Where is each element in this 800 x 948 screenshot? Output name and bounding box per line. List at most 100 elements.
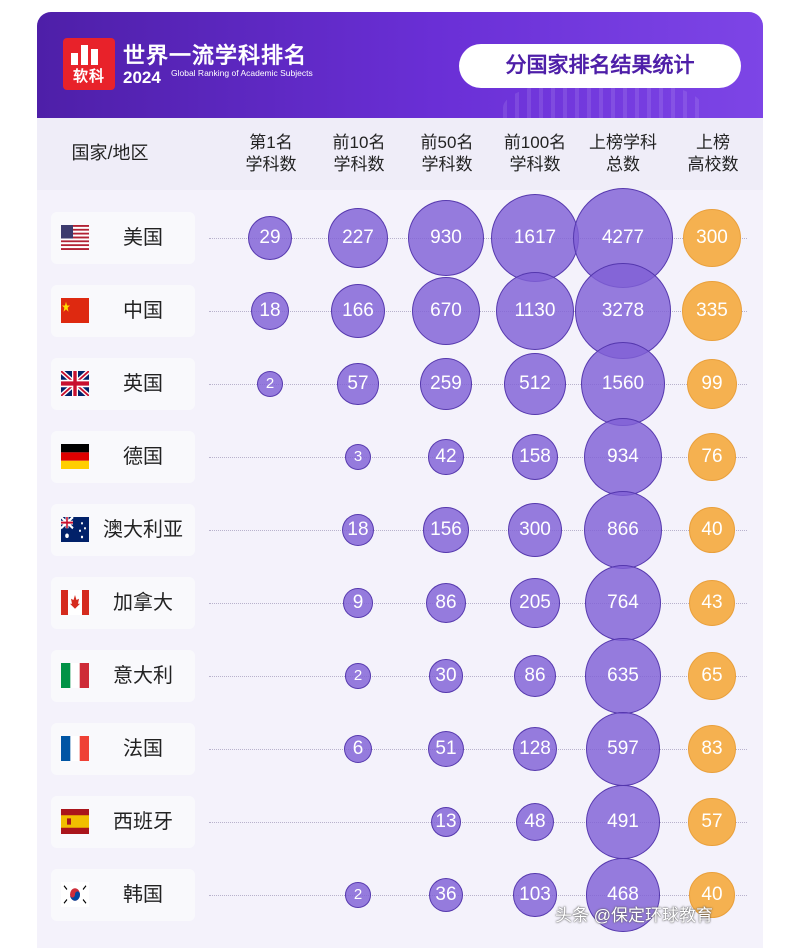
- data-bubble: 866: [584, 491, 662, 569]
- country-name: 意大利: [113, 665, 173, 687]
- data-bubble: 2: [345, 663, 371, 689]
- flag-it-icon: [61, 663, 89, 688]
- data-label: 3: [353, 448, 363, 466]
- flag-de-icon: [61, 444, 89, 469]
- title-cn: 世界一流学科排名: [123, 43, 308, 68]
- data-bubble: 18: [250, 291, 290, 331]
- data-label: 166: [342, 299, 374, 321]
- data-label: 934: [607, 445, 639, 467]
- flag-au-icon: [61, 517, 89, 542]
- row-label-7: 法国: [51, 723, 195, 775]
- data-bubble: 300: [682, 208, 742, 268]
- data-label: 670: [430, 299, 462, 321]
- data-bubble: 48: [515, 802, 555, 842]
- column-header-top10-line2: 学科数: [333, 155, 385, 174]
- data-label: 491: [607, 810, 639, 832]
- data-bubble: 1130: [495, 271, 575, 351]
- data-label: 4277: [601, 227, 645, 248]
- data-label: 2: [265, 375, 275, 393]
- data-bubble: 86: [514, 655, 556, 697]
- data-label: 42: [435, 445, 457, 467]
- banner: 软科 世界一流学科排名 2024 Global Ranking of Acade…: [37, 12, 763, 118]
- data-bubble: 205: [510, 578, 560, 628]
- data-label: 300: [696, 226, 728, 248]
- column-header-country: 国家/地区: [71, 143, 149, 163]
- logo-bars-icon: [71, 45, 107, 65]
- data-bubble: 9: [343, 588, 373, 618]
- row-guide-line: [209, 384, 747, 385]
- data-label: 30: [435, 664, 457, 686]
- data-label: 86: [524, 664, 546, 686]
- data-label: 335: [696, 300, 728, 321]
- row-label-0: 美国: [51, 212, 195, 264]
- column-header-top10: 前10名 学科数: [319, 132, 399, 176]
- row-guide-line: [209, 530, 747, 531]
- row-guide-line: [209, 822, 747, 823]
- badge-title: 分国家排名结果统计: [459, 44, 741, 88]
- data-label: 468: [607, 883, 639, 905]
- data-label: 40: [701, 518, 723, 540]
- column-header-top1: 第1名 学科数: [231, 132, 311, 176]
- data-bubble: 2: [256, 370, 284, 398]
- data-bubble: 86: [426, 583, 466, 623]
- data-label: 65: [701, 664, 723, 686]
- data-bubble: 76: [687, 432, 737, 482]
- flag-kr-icon: [61, 882, 89, 907]
- data-bubble: 158: [511, 433, 559, 481]
- data-label: 18: [347, 518, 369, 540]
- data-bubble: 65: [688, 652, 736, 700]
- data-label: 259: [430, 372, 462, 394]
- data-bubble: 491: [586, 785, 660, 859]
- data-label: 158: [519, 445, 551, 467]
- title-en: Global Ranking of Academic Subjects: [171, 68, 313, 78]
- row-label-9: 韩国: [51, 869, 195, 921]
- data-bubble: 128: [512, 726, 558, 772]
- data-label: 1617: [513, 227, 557, 248]
- column-header-top100-line2: 学科数: [509, 155, 561, 174]
- data-bubble: 335: [682, 281, 742, 341]
- country-name: 澳大利亚: [103, 519, 183, 541]
- data-bubble: 42: [428, 439, 464, 475]
- column-header-top50-line1: 前50名: [420, 133, 474, 152]
- data-label: 2: [353, 667, 363, 685]
- column-header-univ-line2: 高校数: [687, 155, 739, 174]
- row-label-6: 意大利: [51, 650, 195, 702]
- data-label: 48: [524, 810, 546, 832]
- data-bubble: 30: [429, 659, 463, 693]
- data-label: 512: [519, 372, 551, 394]
- data-label: 83: [701, 737, 723, 759]
- data-bubble: 6: [343, 734, 373, 764]
- data-bubble: 51: [427, 730, 465, 768]
- row-guide-line: [209, 457, 747, 458]
- data-bubble: 43: [689, 580, 735, 626]
- data-label: 764: [607, 591, 639, 613]
- data-label: 156: [430, 518, 462, 540]
- data-label: 930: [430, 227, 462, 248]
- data-label: 227: [342, 227, 374, 248]
- data-bubble: 40: [689, 872, 735, 918]
- data-bubble: 2: [345, 882, 371, 908]
- flag-cn-icon: [61, 298, 89, 323]
- row-label-3: 德国: [51, 431, 195, 483]
- column-header-univ-line1: 上榜: [696, 133, 730, 152]
- flag-gb-icon: [61, 371, 89, 396]
- row-guide-line: [209, 749, 747, 750]
- country-name: 加拿大: [113, 592, 173, 614]
- country-name: 英国: [123, 373, 163, 395]
- data-bubble: 635: [585, 638, 661, 714]
- data-label: 6: [352, 737, 364, 759]
- country-name: 韩国: [123, 884, 163, 906]
- data-label: 1560: [601, 372, 645, 394]
- data-bubble: 103: [513, 873, 557, 917]
- data-label: 43: [701, 591, 723, 613]
- data-label: 76: [701, 445, 723, 467]
- data-bubble: 764: [584, 564, 662, 642]
- data-bubble: 40: [689, 507, 735, 553]
- column-header-top1-line2: 学科数: [245, 155, 297, 174]
- country-name: 美国: [123, 227, 163, 249]
- data-bubble: 57: [688, 798, 736, 846]
- data-label: 40: [701, 883, 723, 905]
- data-bubble: 36: [428, 877, 464, 913]
- data-label: 99: [701, 372, 723, 394]
- column-header-top1-line1: 第1名: [249, 133, 293, 152]
